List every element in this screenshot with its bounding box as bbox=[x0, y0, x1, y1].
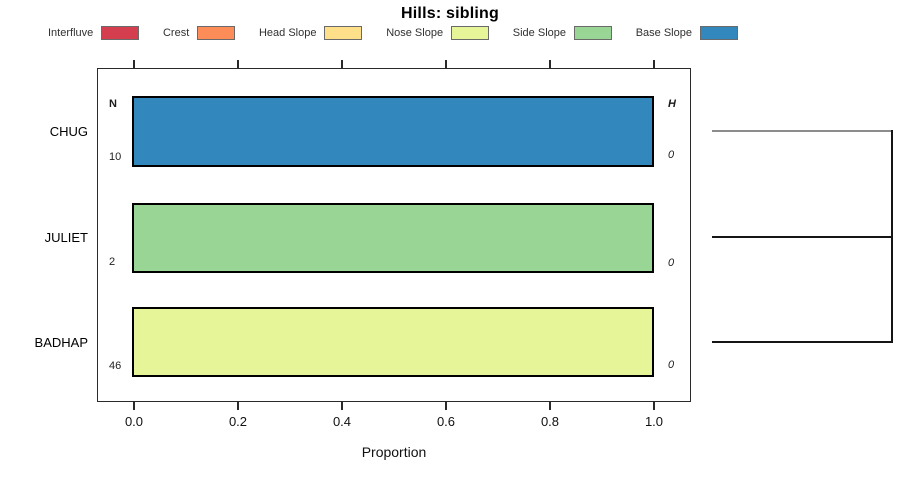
h-value-badhap: 0 bbox=[668, 359, 675, 371]
x-axis-tick-top bbox=[341, 60, 343, 68]
h-value-juliet: 0 bbox=[668, 257, 675, 269]
x-axis-tick-top bbox=[237, 60, 239, 68]
legend-item-crest: Crest bbox=[162, 25, 236, 40]
x-axis-tick-bottom bbox=[133, 402, 135, 410]
x-axis-tick-top bbox=[549, 60, 551, 68]
legend: Interfluve Crest Head Slope Nose Slope S… bbox=[48, 24, 738, 41]
n-value-badhap: 46 bbox=[109, 360, 122, 372]
legend-swatch-base-slope bbox=[699, 25, 738, 40]
dendrogram-link-chug bbox=[712, 130, 893, 132]
dendrogram-link-badhap bbox=[712, 341, 893, 343]
x-tick-label: 0.6 bbox=[436, 414, 456, 429]
h-value-chug: 0 bbox=[668, 149, 675, 161]
x-axis-tick-top bbox=[653, 60, 655, 68]
legend-swatch-nose-slope bbox=[451, 25, 490, 40]
legend-label: Base Slope bbox=[635, 26, 692, 39]
series-label-juliet: JULIET bbox=[44, 230, 88, 245]
x-tick-label: 0.0 bbox=[124, 414, 144, 429]
x-tick-label: 0.2 bbox=[228, 414, 248, 429]
legend-swatch-head-slope bbox=[324, 25, 363, 40]
n-value-chug: 10 bbox=[109, 151, 122, 163]
legend-item-interfluve: Interfluve bbox=[48, 25, 140, 40]
legend-label: Side Slope bbox=[512, 26, 566, 39]
x-axis-tick-bottom bbox=[445, 402, 447, 410]
x-tick-label: 0.8 bbox=[540, 414, 560, 429]
chart-title: Hills: sibling bbox=[401, 5, 499, 22]
n-column-header: N bbox=[109, 98, 117, 110]
x-tick-label: 0.4 bbox=[332, 414, 352, 429]
x-axis-tick-top bbox=[445, 60, 447, 68]
legend-label: Head Slope bbox=[258, 26, 317, 39]
x-tick-label: 1.0 bbox=[644, 414, 664, 429]
legend-label: Nose Slope bbox=[386, 26, 444, 39]
legend-swatch-side-slope bbox=[574, 25, 612, 40]
legend-swatch-interfluve bbox=[101, 25, 140, 40]
x-axis-tick-bottom bbox=[341, 402, 343, 410]
dendrogram-root-link bbox=[891, 130, 893, 343]
legend-item-nose-slope: Nose Slope bbox=[386, 25, 490, 40]
legend-swatch-crest bbox=[197, 25, 236, 40]
h-column-header: H bbox=[668, 98, 676, 110]
x-axis-tick-bottom bbox=[237, 402, 239, 410]
x-axis-tick-top bbox=[133, 60, 135, 68]
n-value-juliet: 2 bbox=[109, 256, 116, 268]
dendrogram-link-juliet bbox=[712, 236, 893, 238]
x-axis-tick-bottom bbox=[549, 402, 551, 410]
bar-badhap bbox=[132, 307, 654, 377]
series-label-chug: CHUG bbox=[49, 124, 88, 139]
legend-label: Interfluve bbox=[48, 26, 94, 39]
series-label-badhap: BADHAP bbox=[34, 335, 88, 350]
legend-item-base-slope: Base Slope bbox=[635, 25, 738, 40]
bar-juliet bbox=[132, 203, 654, 273]
legend-label: Crest bbox=[162, 26, 190, 39]
x-axis-label: Proportion bbox=[361, 444, 427, 460]
legend-item-side-slope: Side Slope bbox=[512, 25, 612, 40]
legend-item-head-slope: Head Slope bbox=[258, 25, 363, 40]
x-axis-tick-bottom bbox=[653, 402, 655, 410]
bar-chug bbox=[132, 96, 654, 167]
